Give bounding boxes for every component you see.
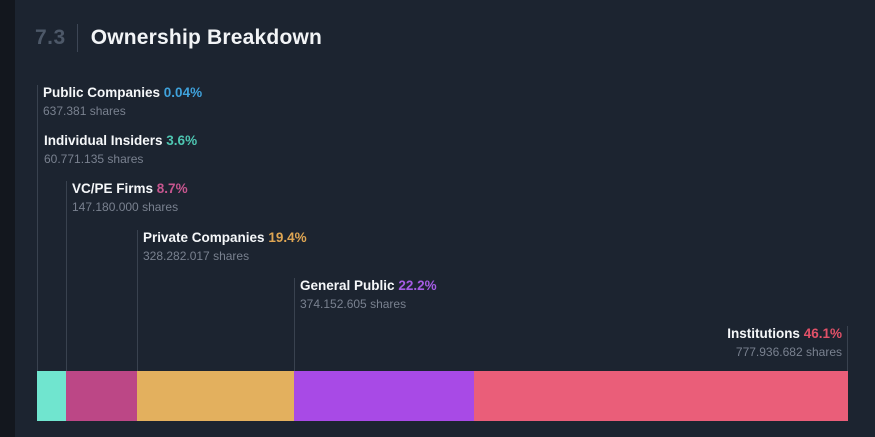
category-percentage: 46.1% [803, 326, 842, 341]
category-shares: 60.771.135 shares [44, 152, 144, 166]
bar-segment-private-companies[interactable] [137, 371, 295, 421]
category-name: Institutions [727, 326, 800, 341]
category-name: VC/PE Firms [72, 181, 154, 196]
bar-segment-vcpe-firms[interactable] [66, 371, 138, 421]
bar-segment-general-public[interactable] [294, 371, 475, 421]
category-percentage: 8.7% [156, 181, 188, 196]
category-label: General Public 22.2% [300, 278, 437, 293]
category-shares: 328.282.017 shares [143, 249, 250, 263]
callout-general-public: General Public 22.2% 374.152.605 shares [294, 278, 437, 371]
callout-vcpe-firms: VC/PE Firms 8.7% 147.180.000 shares [66, 181, 188, 371]
category-label: Institutions 46.1% [727, 326, 842, 341]
category-percentage: 19.4% [268, 230, 307, 245]
bar-segment-individual-insiders[interactable] [37, 371, 67, 421]
category-shares: 777.936.682 shares [735, 345, 842, 359]
bar-segment-institutions[interactable] [474, 371, 848, 421]
category-name: Individual Insiders [44, 133, 163, 148]
category-shares: 147.180.000 shares [72, 200, 179, 214]
header-divider [76, 24, 78, 52]
ownership-stacked-bar [37, 371, 848, 421]
category-percentage: 0.04% [163, 85, 203, 100]
category-name: Private Companies [143, 230, 265, 245]
category-name: General Public [300, 278, 395, 293]
category-percentage: 3.6% [166, 133, 198, 148]
callout-individual-insiders: Individual Insiders 3.6% 60.771.135 shar… [38, 133, 197, 371]
section-number: 7.3 [35, 26, 66, 49]
category-shares: 374.152.605 shares [300, 297, 407, 311]
callout-public-companies: Public Companies 0.04% 637.381 shares [37, 85, 202, 371]
category-percentage: 22.2% [398, 278, 437, 293]
page-title: Ownership Breakdown [90, 26, 323, 49]
category-shares: 637.381 shares [43, 104, 126, 118]
callout-institutions: Institutions 46.1% 777.936.682 shares [727, 326, 848, 371]
left-edge-strip [0, 0, 15, 437]
section-header: 7.3 Ownership Breakdown [35, 24, 322, 52]
callout-private-companies: Private Companies 19.4% 328.282.017 shar… [137, 230, 307, 371]
category-name: Public Companies [43, 85, 161, 100]
category-label: Public Companies 0.04% [43, 85, 202, 100]
category-label: Individual Insiders 3.6% [44, 133, 197, 148]
category-label: Private Companies 19.4% [143, 230, 307, 245]
category-label: VC/PE Firms 8.7% [72, 181, 188, 196]
